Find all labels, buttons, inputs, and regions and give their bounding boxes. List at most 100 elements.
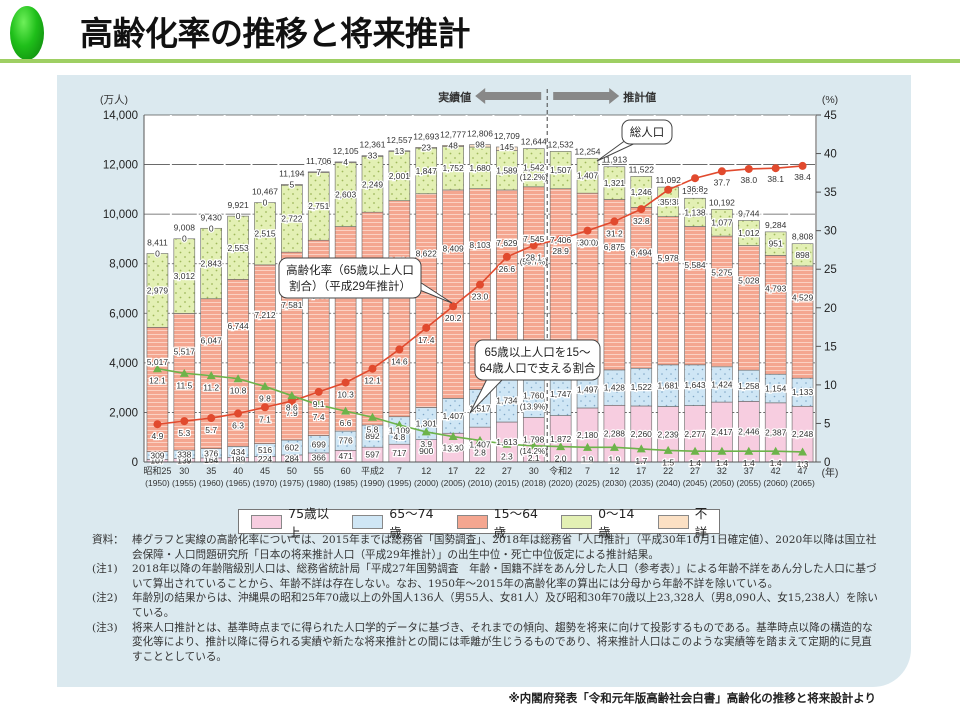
x-tick-label: 37 [744, 466, 754, 476]
y-tick-left: 14,000 [103, 110, 138, 122]
x-tick-label: 50 [287, 466, 297, 476]
aging-rate-point [260, 403, 269, 412]
data-label-15-64: 6,875 [604, 242, 626, 252]
x-tick-label: 7 [397, 466, 402, 476]
legend-swatch [657, 514, 689, 529]
data-label-75-plus: 2,260 [631, 429, 653, 439]
data-label-65-74: 1,522 [631, 382, 653, 392]
support-ratio-point [152, 364, 162, 373]
data-label-0-14: 2,515 [254, 229, 276, 239]
callout-text: 高齢化率（65歳以上人口 [286, 263, 414, 277]
bar-segment-15-64 [630, 207, 653, 369]
data-label-75-plus: 2,446 [738, 427, 760, 437]
aging-rate-label: 37.7 [714, 177, 731, 187]
data-label-75-plus: 2,248 [792, 429, 814, 439]
chart-legend: 75歳以上 65～74歳 15～64歳 0～14歳 不詳 [238, 506, 720, 540]
y-tick-left: 4,000 [109, 358, 138, 370]
data-label-75-plus: 107 [150, 456, 164, 466]
support-ratio-point [341, 406, 351, 415]
x-tick-year: (2005) [441, 478, 466, 488]
aging-rate-point [476, 280, 484, 289]
data-label-0-14: 1,012 [738, 228, 760, 238]
bar-segment-0-14 [522, 148, 545, 188]
support-ratio-label: 1:4 [689, 458, 701, 468]
x-tick-label: 32 [717, 466, 727, 476]
data-label-0-14: 1,321 [604, 178, 626, 188]
support-ratio-point [260, 381, 270, 390]
data-label-65-74: 516 [258, 445, 272, 455]
x-tick-label: 22 [475, 466, 485, 476]
support-ratio-point [556, 442, 566, 451]
data-label-15-64: 8,103 [469, 240, 491, 250]
note-label: 資料： [92, 534, 124, 546]
data-label-0-14: 2,553 [227, 243, 249, 253]
bar-segment-15-64 [684, 226, 706, 366]
y-tick-right: 45 [824, 110, 837, 122]
support-ratio-label: 1:4 [716, 458, 728, 468]
x-tick-label: 22 [663, 466, 673, 476]
bar-segment-0-14 [254, 202, 276, 266]
data-label-65-74: 1,407 [442, 411, 464, 421]
source-credit: ※内閣府発表「令和元年版高齢社会白書」高齢化の推移と将来設計より [508, 691, 876, 705]
callout-box [474, 339, 601, 381]
support-ratio-callout: 65歳以上人口を15～ 64歳人口で支える割合 [469, 339, 601, 414]
support-ratio-label: 9.8 [259, 393, 271, 403]
aging-rate-label: 30.0 [579, 238, 596, 248]
data-label-0-14: 1,077 [711, 218, 733, 228]
data-label-total: 12,777 [440, 129, 466, 139]
note-text: 年齢別の結果からは、沖縄県の昭和25年70歳以上の外国人136人（男55人、女8… [132, 592, 878, 619]
data-label-unknown: 23 [422, 142, 432, 152]
support-ratio-label: 1:4 [770, 458, 782, 468]
support-ratio-point [502, 439, 512, 448]
data-label-15-64: 5,978 [658, 253, 680, 263]
x-tick-year: (2045) [683, 478, 708, 488]
data-label-unknown: 0 [155, 249, 160, 259]
projected-values-label: 推計値 [623, 90, 656, 104]
data-label-65-74: 1,424 [711, 379, 733, 389]
bar-segment-0-14 [738, 220, 760, 246]
x-tick-label: 27 [502, 466, 512, 476]
data-label-0-14: 1,589 [496, 165, 518, 175]
data-label-75-plus: 2,387 [765, 427, 787, 437]
legend-label: 0～14歳 [598, 505, 635, 540]
legend-swatch [560, 514, 593, 529]
data-label-15-64: 4,529 [792, 292, 814, 302]
note-label: (注3) [92, 621, 118, 634]
data-label-total: 11,706 [306, 156, 332, 166]
callout-tail-join [629, 136, 641, 142]
data-label-75-plus: 1,407 [469, 440, 491, 450]
bar-segment-0-14 [173, 238, 196, 314]
aging-rate-label: 10.3 [337, 390, 354, 400]
population-aging-chart: 1073095,0172,97908,4111393385,5173,01209… [100, 88, 839, 488]
data-label-total: 12,806 [467, 129, 493, 139]
aging-rate-point [180, 417, 189, 426]
data-label-0-14: 1,752 [442, 163, 464, 173]
data-label-15-64: 7,629 [496, 238, 518, 248]
x-tick-year: (2060) [763, 478, 788, 488]
data-label-total: 9,430 [201, 212, 223, 222]
x-axis-label: (年) [822, 466, 839, 479]
aging-rate-point [610, 217, 619, 226]
x-tick-year: (2035) [629, 478, 654, 488]
legend-swatch [456, 514, 488, 529]
aging-rate-point [314, 387, 323, 396]
y-tick-right: 35 [824, 187, 837, 199]
note-label: (注1) [92, 563, 118, 576]
bar-segment-15-64 [711, 235, 733, 368]
aging-rate-point [664, 185, 673, 194]
support-ratio-label: 6.6 [340, 418, 352, 428]
data-label-15-64: 7,212 [254, 310, 276, 320]
data-label-0-14: 1,407 [577, 171, 599, 181]
support-ratio-label: 1.7 [635, 456, 647, 466]
data-label-15-64: 8,622 [416, 249, 438, 259]
support-ratio-label: 11.2 [203, 383, 219, 393]
aging-rate-label: 32.8 [633, 216, 650, 226]
pct-label-15-64: (59.7%) [520, 258, 548, 267]
x-tick-label: 27 [690, 466, 700, 476]
data-label-75-plus: 139 [177, 455, 191, 465]
support-ratio-label: 1:4 [743, 458, 755, 468]
y-tick-right: 10 [824, 380, 837, 392]
bar-segment-unknown [307, 171, 330, 173]
aging-rate-label: 12.1 [364, 376, 381, 386]
data-label-15-64: 5,584 [684, 260, 706, 270]
